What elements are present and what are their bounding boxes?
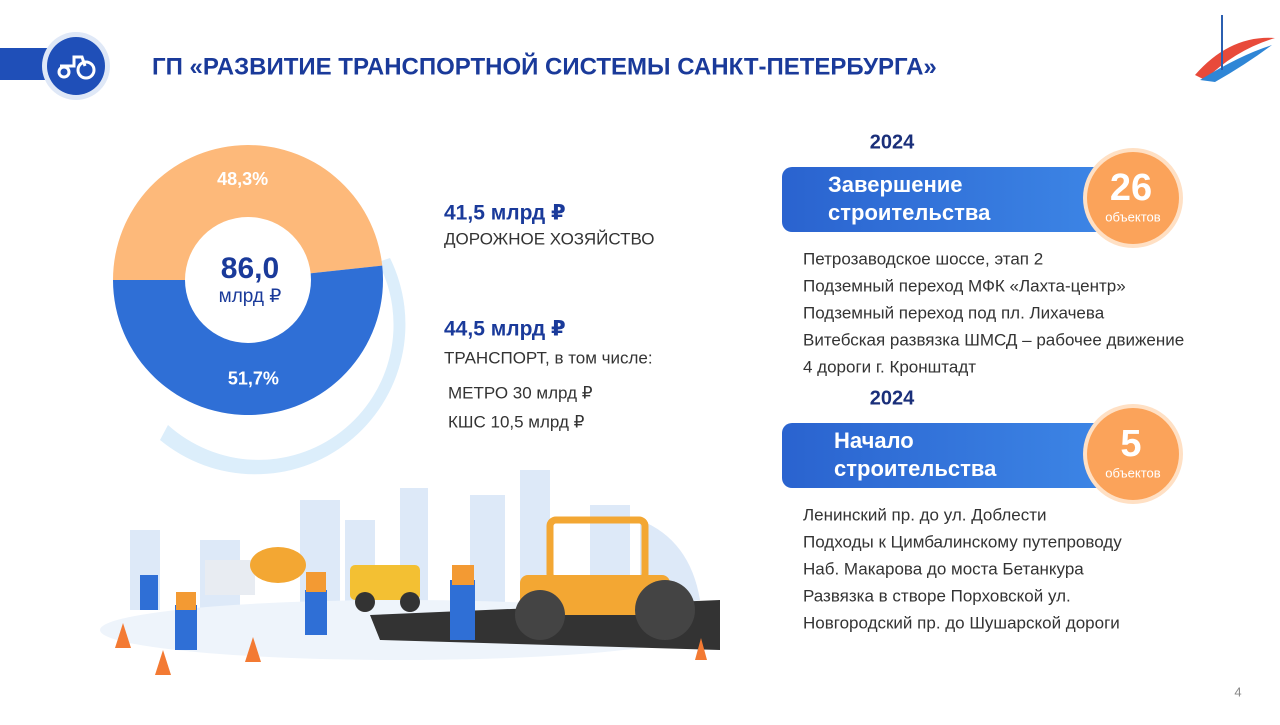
section-title: Завершение: [828, 172, 963, 197]
section-bar: [782, 167, 1112, 232]
list-item: Подземный переход МФК «Лахта-центр»: [803, 276, 1126, 295]
list-item: 4 дороги г. Кронштадт: [803, 357, 976, 376]
count-unit: объектов: [1105, 465, 1160, 480]
year: 2024: [870, 387, 915, 409]
section-title: строительства: [834, 456, 997, 481]
legend-label: ТРАНСПОРТ, в том числе:: [444, 348, 653, 367]
list-item: Петрозаводское шоссе, этап 2: [803, 249, 1043, 268]
count-badge: [1087, 152, 1179, 244]
donut-hole: [185, 217, 311, 343]
list-item: Подземный переход под пл. Лихачева: [803, 303, 1105, 322]
value-label: 51,7%: [228, 369, 279, 389]
title: ГП «РАЗВИТИЕ ТРАНСПОРТНОЙ СИСТЕМЫ САНКТ-…: [152, 52, 937, 80]
center-value: 86,0: [221, 252, 279, 285]
page-number: 4: [1234, 684, 1241, 699]
legend-sub: КШС 10,5 млрд ₽: [448, 412, 585, 431]
value-label: 48,3%: [217, 169, 268, 189]
count-badge: [1087, 408, 1179, 500]
amount: 41,5 млрд ₽: [444, 202, 566, 225]
list-item: Ленинский пр. до ул. Доблести: [803, 505, 1047, 524]
count: 26: [1110, 167, 1152, 209]
legend-label: ДОРОЖНОЕ ХОЗЯЙСТВО: [444, 229, 654, 248]
list-item: Развязка в створе Порховской ул.: [803, 586, 1071, 605]
amount: 44,5 млрд ₽: [444, 318, 566, 341]
legend-sub: МЕТРО 30 млрд ₽: [448, 383, 593, 402]
section-title: Начало: [834, 428, 914, 453]
illustration: [100, 470, 720, 675]
sections: 2024Завершениестроительства26объектовПет…: [782, 131, 1184, 632]
year: 2024: [870, 131, 915, 153]
shadow-arc: [160, 258, 406, 475]
section-bar: [782, 423, 1112, 488]
count-unit: объектов: [1105, 209, 1160, 224]
list-item: Витебская развязка ШМСД – рабочее движен…: [803, 330, 1184, 349]
list-item: Новгородский пр. до Шушарской дороги: [803, 613, 1120, 632]
section-title: строительства: [828, 200, 991, 225]
center-unit: млрд ₽: [219, 286, 282, 307]
tractor-icon: [57, 55, 96, 80]
list-item: Наб. Макарова до моста Бетанкура: [803, 559, 1084, 578]
count: 5: [1120, 423, 1141, 465]
icon: [47, 37, 105, 95]
list-item: Подходы к Цимбалинскому путепроводу: [803, 532, 1122, 551]
donut-segment: [113, 145, 383, 280]
logo: [1195, 15, 1275, 82]
